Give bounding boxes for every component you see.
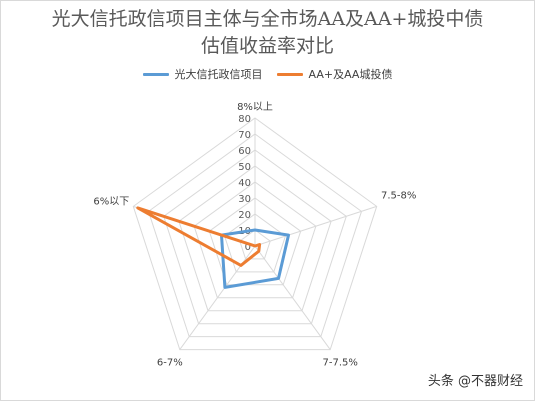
chart-title-line-1: 光大信托政信项目主体与全市场AA及AA+城投中债 [51,8,484,30]
grid-ring-5 [178,165,332,312]
watermark: 头条 @不器财经 [428,370,523,389]
axis-spoke-2 [254,245,331,350]
legend-label-series-2: AA+及AA城投债 [308,68,393,81]
legend-swatch-series-1 [142,72,169,76]
grid-ring-7 [147,133,363,338]
scale-tick-label: 50 [238,162,251,173]
scale-tick-label: 60 [238,146,251,157]
scale-tick-label: 70 [238,130,251,141]
legend-item-series-2: AA+及AA城投债 [276,66,393,82]
radar-category-labels: 8%以上 7.5-8% 7-7.5% 6-7% 6%以下 [93,101,416,369]
scale-tick-label: 0 [245,242,251,253]
scale-tick-label: 40 [238,178,251,189]
watermark-text: 头条 @不器财经 [427,374,523,389]
category-label-3: 6-7% [157,358,183,369]
radar-series [136,206,290,289]
chart-legend: 光大信托政信项目 AA+及AA城投债 [0,66,535,82]
series-2-polygon [136,206,262,267]
grid-ring-3 [208,197,302,286]
category-label-0: 8%以上 [237,101,273,113]
legend-item-series-1: 光大信托政信项目 [142,66,263,82]
grid-ring-6 [163,149,347,325]
chart-title-line-2: 估值收益率对比 [200,35,334,57]
grid-ring-1 [239,229,271,260]
chart-title: 光大信托政信项目主体与全市场AA及AA+城投中债 估值收益率对比 [0,6,535,60]
legend-label-series-1: 光大信托政信项目 [174,68,263,81]
scale-tick-label: 30 [238,194,251,205]
scale-tick-label: 20 [238,210,251,221]
legend-swatch-series-2 [276,72,303,76]
grid-ring-8 [132,117,378,351]
axis-spoke-1 [254,205,377,247]
category-label-1: 7.5-8% [381,190,416,201]
series-1-polygon [220,228,290,289]
grid-ring-4 [193,181,317,299]
category-label-4: 6%以下 [93,196,129,207]
scale-tick-label: 80 [238,114,251,125]
category-label-2: 7-7.5% [323,358,358,369]
